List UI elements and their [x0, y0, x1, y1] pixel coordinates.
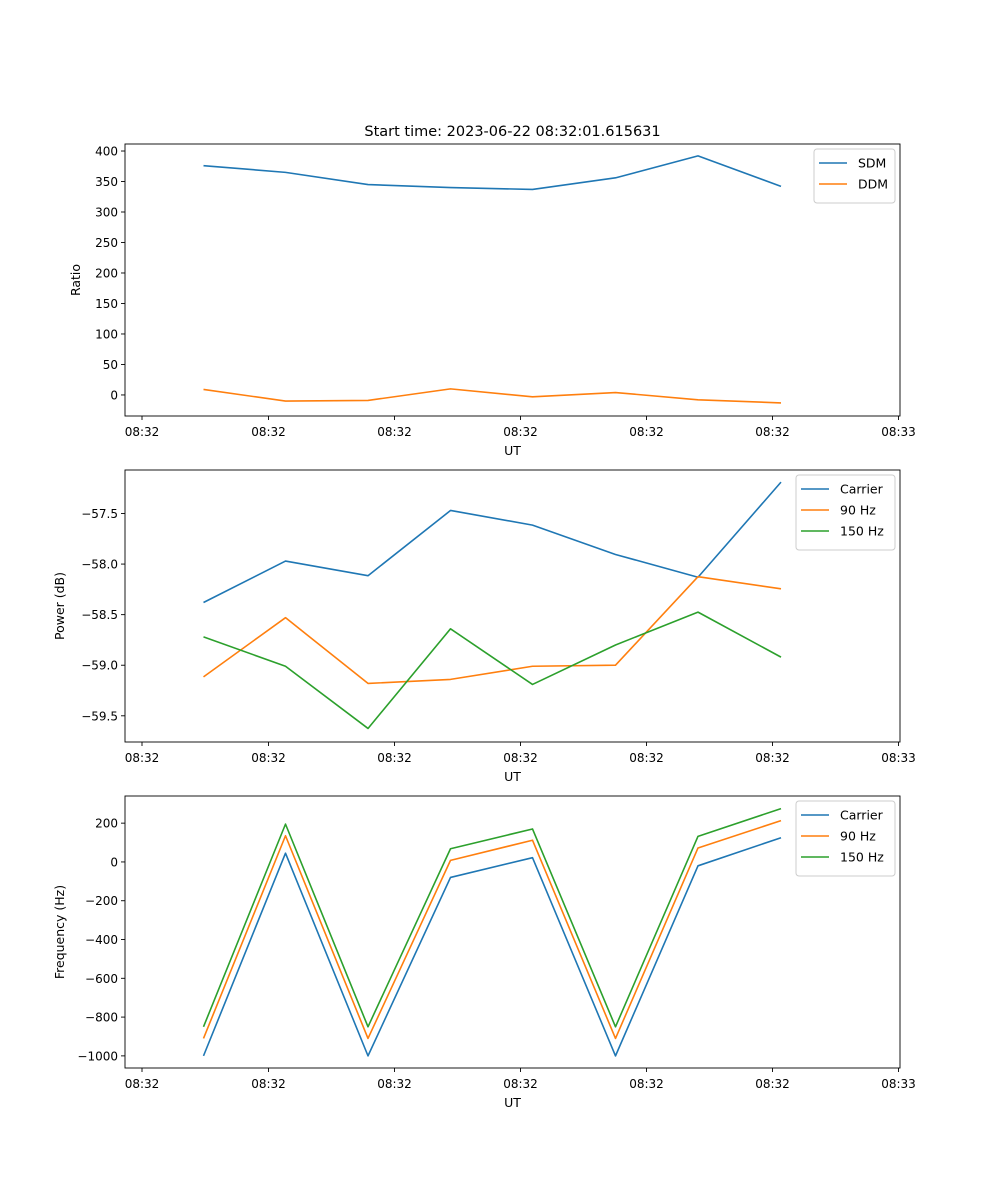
- y-tick-label: 250: [95, 236, 118, 250]
- y-tick-label: 0: [110, 855, 118, 869]
- legend-entry: Carrier: [840, 482, 884, 497]
- x-tick-label: 08:32: [251, 751, 286, 765]
- x-tick-label: 08:32: [503, 1077, 538, 1091]
- legend-entry: SDM: [858, 156, 886, 171]
- x-tick-label: 08:32: [251, 425, 286, 439]
- y-tick-label: −59.5: [81, 709, 118, 723]
- y-axis-label: Ratio: [68, 264, 83, 296]
- legend-entry: Carrier: [840, 808, 884, 823]
- legend-entry: DDM: [858, 177, 888, 192]
- y-axis-label: Frequency (Hz): [52, 885, 67, 979]
- x-axis-label: UT: [504, 769, 521, 784]
- x-tick-label: 08:32: [755, 425, 790, 439]
- figure-title: Start time: 2023-06-22 08:32:01.615631: [364, 124, 660, 140]
- x-tick-label: 08:32: [629, 1077, 664, 1091]
- y-tick-label: 200: [95, 817, 118, 831]
- y-tick-label: 400: [95, 145, 118, 159]
- y-tick-label: −58.5: [81, 608, 118, 622]
- series-line-carrier: [203, 481, 782, 604]
- x-tick-label: 08:33: [881, 425, 916, 439]
- y-axis-label: Power (dB): [52, 572, 67, 640]
- y-tick-label: 200: [95, 266, 118, 280]
- x-tick-label: 08:32: [377, 1077, 412, 1091]
- y-tick-label: 0: [110, 388, 118, 402]
- y-tick-label: −58.0: [81, 558, 118, 572]
- series-line-150-hz: [202, 807, 782, 1028]
- x-tick-label: 08:32: [125, 1077, 160, 1091]
- legend-entry: 90 Hz: [840, 503, 876, 518]
- legend: SDM DDM: [813, 148, 896, 204]
- chart-panel-2: 08:32 08:32 08:32 08:32 08:32 08:32 08:33 −59.5…: [52, 469, 916, 784]
- chart-panel-1: 08:32 08:32 08:32 08:32 08:32 08:32 08:33 0 50 10…: [68, 143, 916, 458]
- x-tick-label: 08:32: [755, 751, 790, 765]
- legend-entry: 90 Hz: [840, 829, 876, 844]
- x-tick-label: 08:32: [125, 751, 160, 765]
- axes-frame: [124, 795, 901, 1069]
- legend: Carrier 90 Hz 150 Hz: [795, 474, 896, 551]
- x-tick-label: 08:33: [881, 1077, 916, 1091]
- y-tick-label: −59.0: [81, 659, 118, 673]
- y-tick-label: 50: [103, 358, 118, 372]
- legend-entry: 150 Hz: [840, 850, 884, 865]
- x-tick-label: 08:32: [251, 1077, 286, 1091]
- y-tick-label: 300: [95, 206, 118, 220]
- y-tick-label: −800: [85, 1011, 118, 1025]
- y-tick-label: 350: [95, 175, 118, 189]
- series-line-90-hz: [202, 819, 782, 1040]
- series-line-ddm: [203, 388, 782, 404]
- y-tick-label: −57.5: [81, 507, 118, 521]
- series-line-carrier: [202, 836, 782, 1057]
- chart-panel-3: 08:32 08:32 08:32 08:32 08:32 08:32 08:33 −1000…: [52, 795, 916, 1110]
- y-tick-label: 150: [95, 297, 118, 311]
- x-tick-label: 08:32: [125, 425, 160, 439]
- x-tick-label: 08:32: [377, 751, 412, 765]
- x-axis-label: UT: [504, 443, 521, 458]
- x-tick-label: 08:32: [755, 1077, 790, 1091]
- x-tick-label: 08:33: [881, 751, 916, 765]
- legend: Carrier 90 Hz 150 Hz: [795, 800, 896, 877]
- y-tick-label: −200: [85, 894, 118, 908]
- y-tick-label: −1000: [77, 1049, 118, 1063]
- series-line-150-hz: [203, 611, 782, 730]
- x-tick-label: 08:32: [629, 425, 664, 439]
- x-tick-label: 08:32: [503, 425, 538, 439]
- series-line-sdm: [203, 155, 782, 191]
- legend-entry: 150 Hz: [840, 524, 884, 539]
- x-tick-label: 08:32: [629, 751, 664, 765]
- series-line-90-hz: [203, 575, 782, 685]
- x-tick-label: 08:32: [377, 425, 412, 439]
- y-tick-label: −400: [85, 933, 118, 947]
- x-axis-label: UT: [504, 1095, 521, 1110]
- x-tick-label: 08:32: [503, 751, 538, 765]
- axes-frame: [124, 469, 901, 743]
- y-tick-label: −600: [85, 972, 118, 986]
- axes-frame: [124, 143, 901, 417]
- y-tick-label: 100: [95, 327, 118, 341]
